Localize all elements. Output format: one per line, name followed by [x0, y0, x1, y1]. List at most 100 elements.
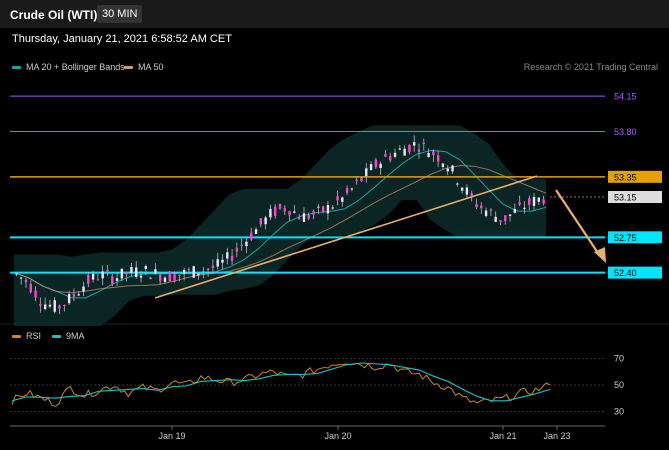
candle-body: [115, 278, 119, 281]
x-tick-label: Jan 20: [324, 431, 351, 441]
candle-body: [274, 206, 277, 216]
candle-body: [125, 272, 128, 275]
candle-body: [154, 269, 157, 274]
candle-body: [250, 232, 253, 240]
bollinger-band: [14, 125, 546, 327]
candle-body: [230, 255, 234, 261]
candle-body: [513, 208, 517, 213]
candle-body: [465, 187, 469, 195]
candle-body: [480, 205, 483, 209]
candle-body: [269, 208, 272, 218]
level-label-52.40: 52.40: [614, 268, 637, 278]
candle-body: [211, 265, 215, 269]
candle-body: [19, 277, 23, 279]
level-label-bg-52.40: [608, 266, 662, 279]
candle-body: [321, 206, 325, 212]
legend-ma50-label: MA 50: [138, 62, 164, 72]
candle-body: [226, 252, 229, 259]
candle-body: [384, 153, 387, 157]
candle-body: [436, 155, 440, 162]
ma20-swatch: [12, 65, 21, 69]
candle-body: [508, 214, 512, 216]
candle-body: [542, 199, 545, 204]
timeframe-button[interactable]: 30 MIN: [97, 5, 143, 23]
candle-body: [87, 274, 90, 284]
legend-9ma: 9MA: [52, 331, 85, 341]
candle-body: [484, 210, 488, 216]
candle-body: [379, 163, 382, 169]
candle-body: [101, 271, 104, 279]
candle-body: [144, 266, 148, 270]
candle-body: [494, 216, 497, 222]
instrument-title: Crude Oil (WTI): [10, 8, 98, 22]
trend-line: [154, 175, 538, 299]
candle-body: [350, 188, 354, 190]
candle-body: [537, 197, 541, 202]
candle-body: [77, 294, 80, 296]
level-label-53.80: 53.80: [614, 127, 637, 137]
candle-body: [192, 266, 195, 278]
candle-body: [278, 204, 282, 209]
ma20-line: [13, 149, 547, 299]
candle-body: [360, 177, 363, 181]
candle-body: [63, 304, 66, 306]
x-tick-label: Jan 23: [543, 431, 570, 441]
level-label-bg-53.35: [608, 170, 662, 183]
candle-body: [254, 229, 258, 235]
rsi-level-label: 70: [614, 354, 624, 364]
candle-body: [130, 267, 133, 273]
timestamp: Thursday, January 21, 2021 6:58:52 AM CE…: [12, 33, 232, 45]
candle-body: [221, 259, 224, 263]
rsi-ma-line: [11, 362, 551, 402]
candle-body: [245, 241, 248, 247]
candle-body: [297, 216, 301, 220]
candle-body: [259, 218, 263, 225]
candle-body: [432, 151, 435, 156]
candle-body: [178, 274, 181, 276]
candle-body: [106, 270, 109, 272]
candle-body: [317, 206, 320, 208]
candle-body: [240, 244, 243, 246]
candle-body: [374, 159, 378, 168]
legend-ma20-label: MA 20 + Bollinger Bands: [26, 62, 125, 72]
candle-body: [53, 300, 56, 312]
candle-body: [456, 183, 459, 185]
candle-body: [48, 304, 52, 307]
candle-body: [135, 267, 138, 277]
candle-body: [288, 211, 291, 216]
candle-body: [58, 305, 61, 309]
candle-body: [158, 275, 162, 282]
candle-body: [173, 274, 176, 282]
candle-body: [139, 275, 143, 278]
rsi-line: [11, 362, 551, 407]
candle-body: [168, 272, 171, 282]
candle-body: [283, 208, 286, 212]
candle-body: [312, 211, 315, 215]
legend-rsi-label: RSI: [26, 331, 42, 341]
candle-body: [307, 215, 310, 219]
candle-body: [331, 207, 334, 209]
candle-body: [72, 293, 76, 297]
candle-body: [29, 283, 32, 293]
candle-body: [355, 179, 358, 181]
x-tick-label: Jan 19: [158, 431, 185, 441]
chart-header: Crude Oil (WTI) 30 MIN: [0, 0, 669, 28]
candle-body: [518, 202, 521, 205]
candle-body: [163, 277, 167, 282]
candle-body: [264, 217, 267, 225]
x-tick-label: Jan 21: [489, 431, 516, 441]
candle-body: [408, 144, 411, 153]
candle-body: [187, 269, 191, 271]
candle-body: [96, 279, 100, 281]
candle-body: [293, 211, 296, 213]
candle-body: [345, 187, 349, 193]
candle-body: [528, 198, 531, 205]
candle-body: [235, 247, 239, 252]
candle-body: [460, 187, 464, 191]
candle-body: [417, 149, 421, 152]
level-label-bg-53.15: [608, 191, 662, 203]
copyright-text: Research © 2021 Trading Central: [523, 62, 658, 72]
candle-body: [39, 304, 42, 306]
projection-arrow: [555, 189, 601, 257]
